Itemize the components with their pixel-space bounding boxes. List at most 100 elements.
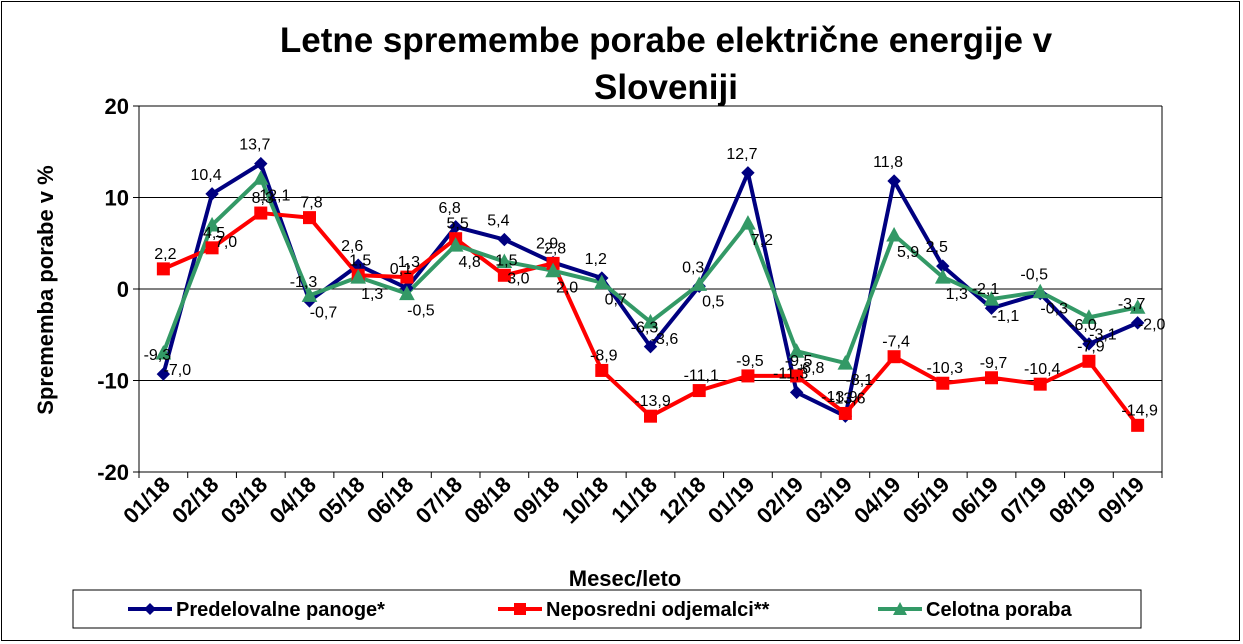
data-label-predelovalne: 0,3 [682,259,704,276]
data-label-neposredni: 1,5 [495,252,517,269]
x-tick-label: 04/19 [849,472,906,529]
data-point-predelovalne [1130,316,1145,330]
x-tick-label: 10/18 [557,472,614,529]
legend-item-predelovalne: Predelovalne panoge* [128,599,385,621]
data-point-neposredni [1033,377,1047,391]
data-label-celotna: 7,2 [751,232,773,249]
chart-title-line-1: Letne spremembe porabe električne energi… [280,21,1053,60]
data-label-celotna: 0,5 [702,293,724,310]
data-point-celotna [155,344,172,360]
data-point-neposredni [400,270,414,284]
data-point-neposredni [887,350,901,364]
data-point-celotna [788,343,805,358]
data-label-predelovalne: 2,5 [926,239,948,256]
chart-title-line-2: Sloveniji [594,68,738,107]
data-point-neposredni [1131,418,1145,432]
data-point-neposredni [838,406,852,420]
legend-marker-neposredni [514,603,526,615]
series-markers [155,156,1146,432]
data-label-predelovalne: -0,5 [1020,267,1048,284]
data-label-neposredni: 2,2 [154,246,176,263]
data-label-celotna: 12,1 [259,187,290,204]
data-point-predelovalne [741,166,755,180]
data-label-predelovalne: 2,6 [341,238,363,255]
legend: Predelovalne panoge* Neposredni odjemalci… [72,589,1142,629]
x-tick-label: 08/19 [1044,472,1101,529]
data-point-predelovalne [156,367,171,381]
legend-item-celotna: Celotna poraba [878,599,1072,621]
data-point-celotna [837,355,854,370]
data-label-neposredni: 2,8 [544,240,566,257]
data-label-celotna: 5,9 [897,244,919,261]
data-label-celotna: -0,5 [407,303,435,320]
x-tick-label: 07/18 [411,472,468,529]
data-point-predelovalne [789,385,804,400]
legend-marker-predelovalne [144,603,156,615]
data-label-neposredni: -8,9 [590,347,618,364]
data-point-celotna [1129,299,1146,314]
data-point-neposredni [985,371,998,385]
data-label-celotna: 1,3 [946,286,968,303]
data-point-celotna [740,215,756,230]
legend-label-neposredni: Neposredni odjemalci** [546,599,770,621]
data-label-celotna: -2,0 [1138,316,1166,333]
legend-marker-celotna [893,602,907,615]
data-label-predelovalne: 13,7 [239,137,270,154]
x-tick-label: 12/18 [654,472,711,529]
data-label-predelovalne: 12,7 [726,146,757,163]
data-label-neposredni: -11,1 [684,368,719,385]
x-tick-label: 02/19 [752,472,809,529]
data-point-celotna [886,226,902,242]
data-label-celotna: -0,3 [1040,301,1068,318]
data-point-celotna [1081,309,1097,324]
x-tick-label: 03/19 [800,472,857,529]
data-point-celotna [983,291,1000,306]
data-label-predelovalne: -13,9 [821,389,858,406]
data-point-predelovalne [643,339,658,354]
data-label-celotna: -0,7 [310,304,338,321]
data-point-celotna [545,262,561,278]
data-point-predelovalne [254,156,268,171]
x-tick-label: 05/18 [313,472,370,529]
data-label-predelovalne: 2,9 [536,235,558,252]
data-point-predelovalne [887,174,901,188]
data-label-neposredni: -10,3 [927,360,964,377]
data-point-neposredni [790,369,804,383]
data-point-celotna [642,313,659,329]
data-labels: -9,310,413,7-1,32,60,16,85,42,91,2-6,30,… [144,137,1166,420]
data-point-celotna [496,253,513,269]
legend-label-predelovalne: Predelovalne panoge* [176,599,385,621]
x-tick-label: 11/18 [606,472,662,528]
data-label-celotna: -7,0 [164,362,192,379]
data-label-celotna: -3,1 [1089,326,1117,343]
data-label-predelovalne: -6,3 [631,320,659,337]
data-label-celotna: 2,0 [556,280,578,297]
data-label-celotna: 1,3 [361,286,383,303]
data-label-predelovalne: 11,8 [873,154,903,171]
y-tick-label: -10 [97,369,129,394]
data-point-neposredni [1082,354,1096,368]
x-tick-label: 01/19 [703,472,760,529]
data-label-celotna: -8,1 [846,372,874,389]
data-label-celotna: 3,0 [507,271,529,288]
data-point-neposredni [156,262,170,276]
data-point-neposredni [497,268,511,282]
y-tick-label: 20 [105,94,129,119]
data-label-celotna: 4,8 [459,254,481,271]
axes [133,105,1163,478]
data-point-neposredni [205,241,219,255]
data-point-neposredni [254,206,268,220]
data-label-neposredni: -13,6 [829,390,866,407]
data-point-neposredni [741,369,755,383]
data-label-celotna: -1,1 [992,308,1020,325]
data-point-celotna [399,285,415,301]
data-label-neposredni: -9,5 [785,353,813,370]
data-label-neposredni: -9,5 [736,353,764,370]
x-tick-label: 04/18 [264,472,321,529]
data-point-neposredni [644,409,657,423]
data-label-predelovalne: -11,3 [773,365,808,382]
data-label-neposredni: -9,7 [980,355,1008,372]
data-label-neposredni: -7,4 [882,334,910,351]
data-point-celotna [447,237,464,252]
